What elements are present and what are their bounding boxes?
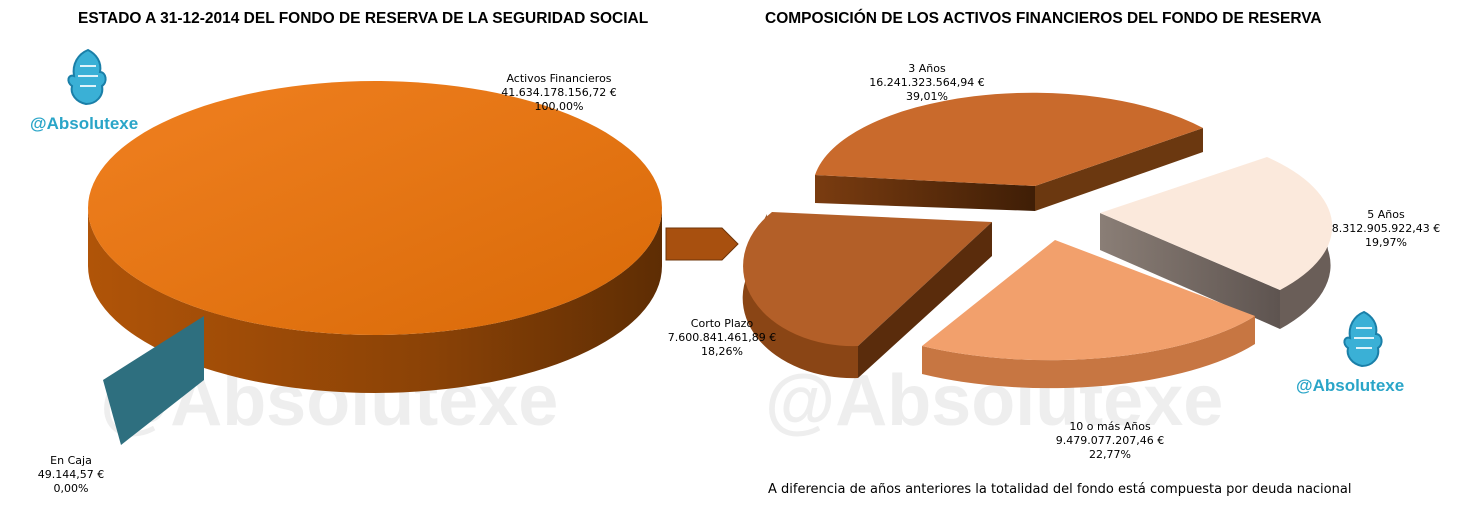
label-en-caja: En Caja 49.144,57 € 0,00%: [26, 454, 116, 496]
label-percent: 39,01%: [906, 90, 948, 103]
label-percent: 22,77%: [1089, 448, 1131, 461]
label-10-o-mas-anos: 10 o más Años 9.479.077.207,46 € 22,77%: [1050, 420, 1170, 462]
label-name: Corto Plazo: [690, 317, 754, 330]
label-5-anos: 5 Años 8.312.905.922,43 € 19,97%: [1326, 208, 1446, 250]
right-slice-10-anos: [922, 240, 1255, 361]
label-percent: 18,26%: [701, 345, 743, 358]
left-slice-activos-financieros: [88, 81, 662, 335]
label-name: Activos Financieros: [506, 72, 612, 85]
arrow-icon: [665, 227, 739, 261]
label-name: 3 Años: [908, 62, 946, 75]
left-chart-title: ESTADO A 31-12-2014 DEL FONDO DE RESERVA…: [78, 10, 649, 27]
right-slice-3-anos: [815, 92, 1203, 186]
griffin-icon: [1338, 308, 1390, 370]
right-slice-5-anos: [1100, 157, 1333, 290]
right-slice-corto-plazo-side: [742, 214, 858, 379]
right-slice-3-anos-side2: [1035, 128, 1203, 211]
footnote: A diferencia de años anteriores la total…: [768, 482, 1352, 497]
label-value: 49.144,57 €: [37, 468, 105, 481]
label-value: 16.241.323.564,94 €: [869, 76, 985, 89]
label-percent: 19,97%: [1365, 236, 1407, 249]
right-slice-corto-plazo: [743, 212, 992, 347]
right-chart-title: COMPOSICIÓN DE LOS ACTIVOS FINANCIEROS D…: [765, 10, 1322, 27]
label-name: En Caja: [50, 454, 92, 467]
left-slice-en-caja: [103, 316, 204, 445]
label-percent: 0,00%: [53, 482, 89, 495]
brand-handle-left: @Absolutexe: [30, 114, 139, 133]
left-pie-side: [88, 208, 662, 393]
label-value: 8.312.905.922,43 €: [1331, 222, 1441, 235]
label-name: 5 Años: [1367, 208, 1405, 221]
right-slice-3-anos-side: [815, 175, 1035, 211]
label-activos-financieros: Activos Financieros 41.634.178.156,72 € …: [484, 72, 634, 114]
label-name: 10 o más Años: [1069, 420, 1151, 433]
label-3-anos: 3 Años 16.241.323.564,94 € 39,01%: [857, 62, 997, 104]
label-value: 9.479.077.207,46 €: [1055, 434, 1165, 447]
label-value: 7.600.841.461,89 €: [667, 331, 777, 344]
right-slice-corto-plazo-cut: [858, 222, 992, 378]
right-slice-5-anos-side: [1100, 213, 1280, 329]
brand-handle-right: @Absolutexe: [1296, 376, 1405, 395]
label-value: 41.634.178.156,72 €: [501, 86, 617, 99]
right-slice-10-anos-side: [922, 316, 1255, 389]
label-corto-plazo: Corto Plazo 7.600.841.461,89 € 18,26%: [662, 317, 782, 359]
label-percent: 100,00%: [534, 100, 584, 113]
griffin-icon: [62, 46, 114, 108]
